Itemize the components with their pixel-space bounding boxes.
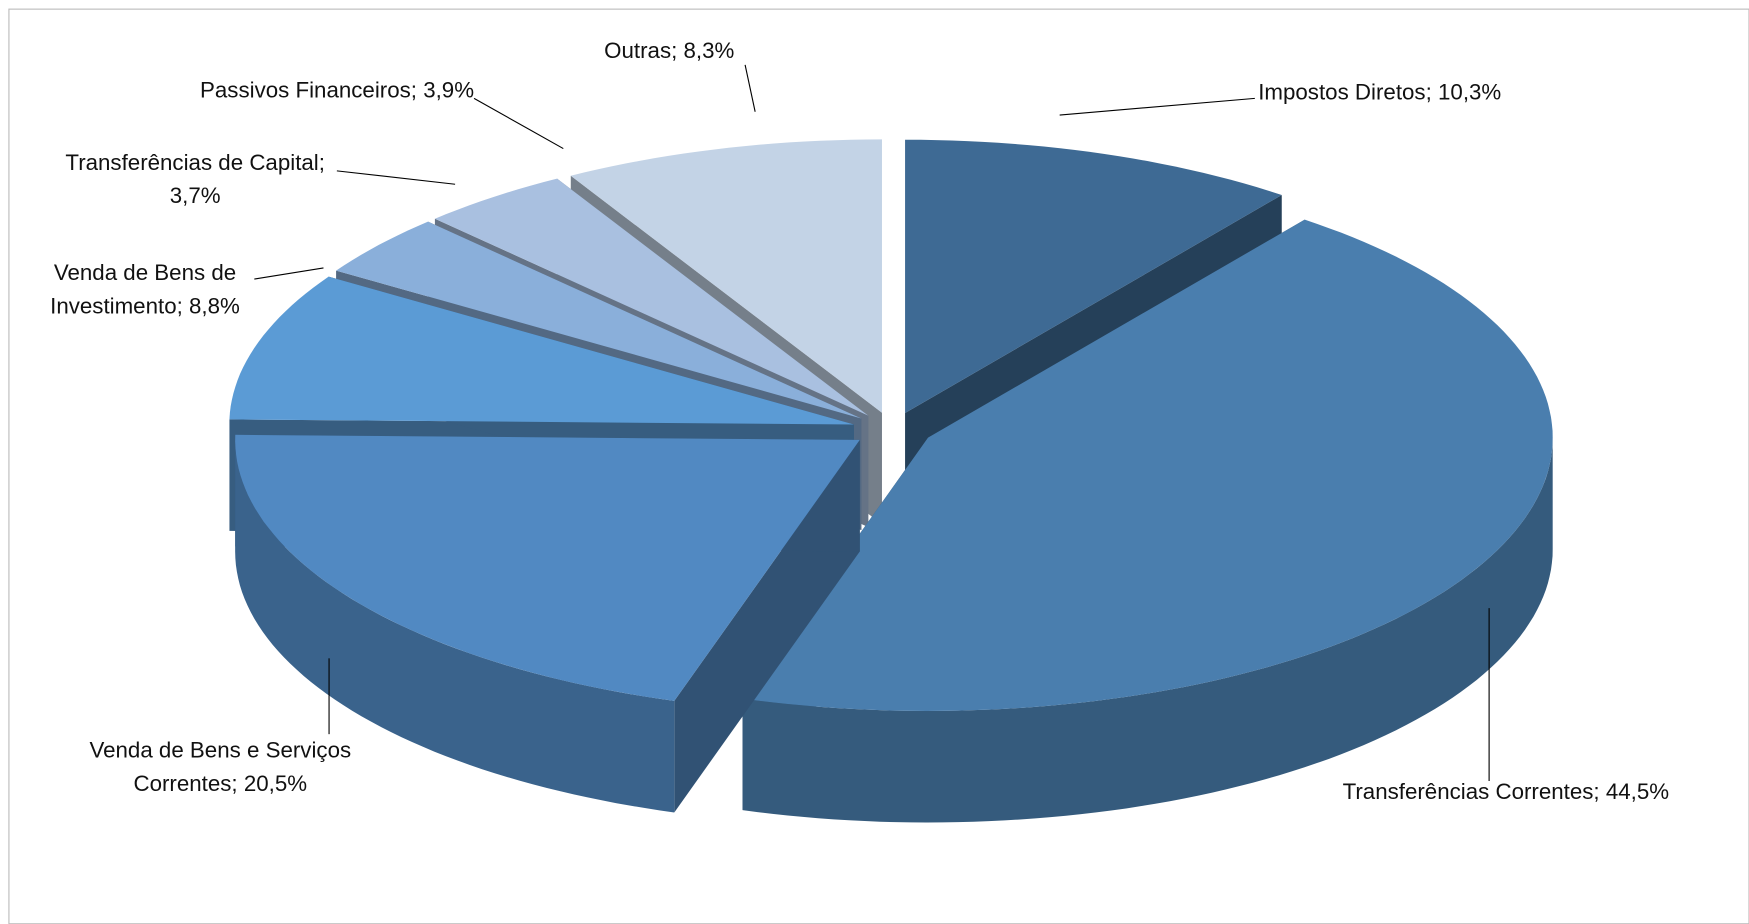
slice [235, 434, 860, 701]
slice [905, 139, 1282, 414]
data-label: Transferências Correntes; 44,5% [1339, 775, 1674, 808]
label-category: Passivos Financeiros [200, 78, 411, 103]
label-category: Transferências de Capital [65, 150, 319, 176]
label-value: 20,5% [243, 772, 308, 797]
label-category: Venda de Bens de Investimento [50, 261, 237, 320]
label-category: Venda de Bens e Serviços Correntes [89, 738, 352, 797]
data-label-text: Venda de Bens e Serviços Correntes; 20,5… [67, 734, 374, 801]
data-label: Impostos Diretos; 10,3% [1258, 76, 1570, 109]
slice-wall [742, 437, 1553, 823]
label-separator: ; [410, 78, 424, 103]
label-category: Outras [604, 39, 672, 64]
slice [434, 178, 869, 416]
labels: Impostos Diretos; 10,3% Transferências Co… [28, 35, 1674, 808]
leader-line [1059, 97, 1255, 116]
label-separator: ; [1425, 80, 1439, 106]
slice [742, 219, 1553, 711]
data-label: Passivos Financeiros; 3,9% [156, 74, 474, 107]
data-label-text: Outras; 8,3% [586, 35, 753, 68]
label-value: 8,3% [683, 39, 735, 64]
slice [229, 276, 854, 425]
label-separator: ; [231, 772, 244, 797]
data-label-text: Transferências Correntes; 44,5% [1339, 775, 1674, 808]
label-separator: ; [1593, 779, 1606, 805]
data-label-text: Transferências de Capital; 3,7% [45, 146, 346, 213]
data-label: Venda de Bens e Serviços Correntes; 20,5… [67, 734, 374, 801]
data-label: Outras; 8,3% [586, 35, 753, 68]
data-label-text: Venda de Bens de Investimento; 8,8% [28, 257, 262, 324]
leader-line [336, 170, 456, 185]
label-value: 3,9% [423, 78, 475, 103]
leader-line [744, 64, 756, 112]
data-label: Venda de Bens de Investimento; 8,8% [28, 257, 262, 324]
data-label: Transferências de Capital; 3,7% [45, 146, 346, 213]
leader-line [473, 97, 564, 150]
label-value: 8,8% [189, 294, 240, 320]
pie [229, 139, 1553, 823]
label-separator: ; [671, 39, 684, 64]
label-separator: ; [318, 150, 332, 176]
label-category: Transferências Correntes [1342, 779, 1594, 805]
label-value: 3,7% [169, 184, 221, 209]
label-separator: ; [176, 294, 190, 320]
slice-wall [235, 439, 675, 813]
label-value: 10,3% [1438, 80, 1502, 106]
slice [336, 221, 862, 419]
label-category: Impostos Diretos [1258, 80, 1426, 106]
leader-line [254, 267, 324, 280]
label-value: 44,5% [1605, 779, 1670, 805]
data-label-text: Passivos Financeiros; 3,9% [156, 74, 474, 107]
data-label-text: Impostos Diretos; 10,3% [1258, 76, 1570, 109]
slice [570, 139, 882, 413]
